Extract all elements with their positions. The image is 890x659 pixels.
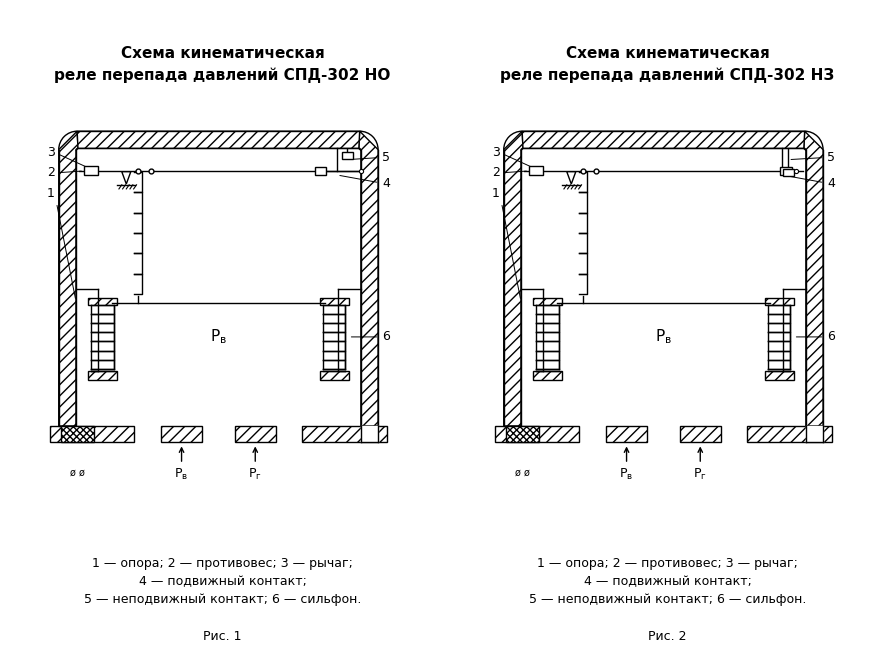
Polygon shape (88, 371, 117, 380)
Text: 1 — опора; 2 — противовес; 3 — рычаг;
4 — подвижный контакт;
5 — неподвижный кон: 1 — опора; 2 — противовес; 3 — рычаг; 4 … (84, 557, 361, 606)
Text: 2: 2 (492, 167, 526, 179)
Bar (342, 152, 353, 159)
Text: 4: 4 (785, 175, 835, 190)
Text: Рис. 1: Рис. 1 (203, 629, 242, 643)
Polygon shape (495, 426, 579, 442)
Polygon shape (59, 131, 78, 426)
Polygon shape (522, 131, 805, 148)
Polygon shape (804, 131, 823, 426)
Text: 5: 5 (350, 151, 390, 164)
Bar (781, 167, 792, 175)
Text: 2: 2 (47, 167, 81, 179)
Polygon shape (161, 426, 202, 442)
Bar (782, 169, 794, 176)
Polygon shape (235, 426, 276, 442)
Polygon shape (748, 426, 832, 442)
Text: 6: 6 (352, 330, 390, 343)
Polygon shape (50, 426, 134, 442)
Polygon shape (506, 426, 538, 442)
Text: Рис. 2: Рис. 2 (648, 629, 687, 643)
Polygon shape (320, 298, 349, 305)
Bar (315, 167, 327, 175)
Polygon shape (359, 131, 378, 426)
Polygon shape (765, 298, 794, 305)
Text: Р$_{\mathregular{в}}$: Р$_{\mathregular{в}}$ (655, 328, 672, 346)
Text: Р$_{\mathregular{в}}$: Р$_{\mathregular{в}}$ (174, 467, 189, 482)
Polygon shape (533, 298, 562, 305)
Text: 4: 4 (340, 175, 390, 190)
Text: 6: 6 (797, 330, 835, 343)
Text: 5: 5 (791, 151, 835, 164)
Text: 3: 3 (47, 146, 89, 168)
Polygon shape (606, 426, 647, 442)
Polygon shape (504, 131, 523, 426)
Text: Р$_{\mathregular{в}}$: Р$_{\mathregular{в}}$ (210, 328, 227, 346)
Polygon shape (77, 131, 360, 148)
Polygon shape (533, 371, 562, 380)
Polygon shape (567, 172, 576, 184)
Polygon shape (122, 172, 131, 184)
Text: 1: 1 (47, 187, 76, 299)
Polygon shape (303, 426, 387, 442)
Text: Схема кинематическая
реле перепада давлений СПД-302 НО: Схема кинематическая реле перепада давле… (54, 46, 391, 83)
Text: Схема кинематическая
реле перепада давлений СПД-302 НЗ: Схема кинематическая реле перепада давле… (500, 46, 835, 83)
Text: Р$_{\mathregular{в}}$: Р$_{\mathregular{в}}$ (619, 467, 634, 482)
Text: 3: 3 (492, 146, 534, 168)
Bar (530, 167, 544, 175)
Text: 1: 1 (492, 187, 521, 299)
Text: ø ø: ø ø (514, 467, 530, 477)
Polygon shape (61, 426, 93, 442)
Polygon shape (680, 426, 721, 442)
Polygon shape (765, 371, 794, 380)
Text: ø ø: ø ø (69, 467, 85, 477)
Text: Р$_{\mathregular{г}}$: Р$_{\mathregular{г}}$ (693, 467, 708, 482)
Text: Р$_{\mathregular{г}}$: Р$_{\mathregular{г}}$ (248, 467, 263, 482)
Text: 1 — опора; 2 — противовес; 3 — рычаг;
4 — подвижный контакт;
5 — неподвижный кон: 1 — опора; 2 — противовес; 3 — рычаг; 4 … (529, 557, 806, 606)
Polygon shape (320, 371, 349, 380)
Bar (85, 167, 99, 175)
Polygon shape (88, 298, 117, 305)
